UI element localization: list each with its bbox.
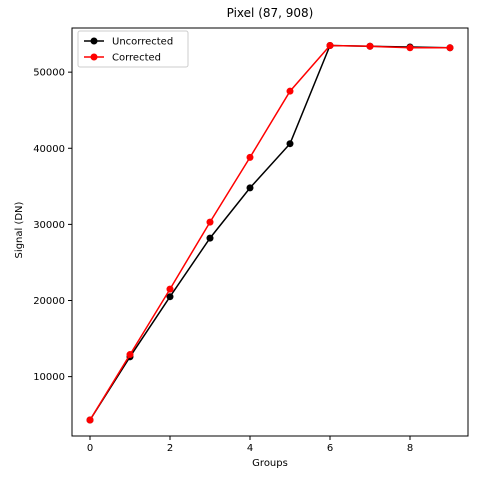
legend-swatch-marker [90, 37, 98, 45]
y-tick-label: 30000 [33, 220, 65, 231]
data-point-series-1 [326, 42, 334, 50]
y-tick-label: 40000 [33, 144, 65, 155]
y-tick-label: 20000 [33, 296, 65, 307]
legend: Uncorrected Corrected [77, 30, 189, 68]
data-point-series-1 [86, 416, 94, 424]
data-point-series-0 [206, 234, 214, 242]
y-tick-label: 10000 [33, 372, 65, 383]
x-tick-label: 0 [87, 443, 93, 454]
x-tick-label: 2 [167, 443, 173, 454]
data-point-series-1 [206, 218, 214, 226]
plot-frame [71, 27, 469, 437]
plot-marks [86, 42, 454, 424]
data-point-series-1 [166, 285, 174, 293]
legend-entry: Uncorrected [112, 37, 173, 48]
data-point-series-1 [126, 351, 134, 359]
legend-box [77, 30, 189, 68]
data-point-series-0 [246, 184, 254, 192]
series-line-1 [89, 44, 450, 421]
axis-ticks: 0 2 4 6 8 10000 20000 30000 40000 50000 [33, 68, 413, 454]
y-axis-label: Signal (DN) [14, 201, 25, 258]
x-axis-label: Groups [252, 458, 288, 469]
x-tick-label: 6 [327, 443, 333, 454]
data-point-series-1 [406, 44, 414, 52]
data-point-series-1 [246, 153, 254, 161]
chart-title: Pixel (87, 908) [227, 6, 314, 20]
data-point-series-0 [286, 140, 294, 148]
legend-swatch-marker [90, 53, 98, 61]
y-tick-label: 50000 [33, 68, 65, 79]
data-point-series-1 [366, 42, 374, 50]
x-tick-label: 8 [407, 443, 413, 454]
legend-entry: Corrected [112, 53, 161, 64]
x-tick-label: 4 [247, 443, 253, 454]
series-line-0 [89, 44, 451, 421]
data-point-series-0 [166, 293, 174, 301]
data-point-series-1 [446, 44, 454, 52]
data-point-series-1 [286, 87, 294, 95]
